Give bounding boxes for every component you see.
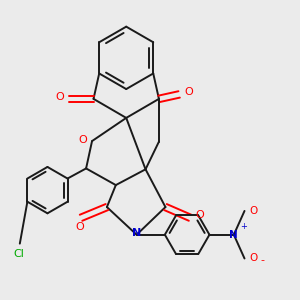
Text: N: N <box>230 230 238 240</box>
Text: O: O <box>249 206 258 216</box>
Text: O: O <box>195 210 204 220</box>
Text: O: O <box>79 135 88 145</box>
Text: O: O <box>249 254 258 263</box>
Text: N: N <box>132 228 141 238</box>
Text: Cl: Cl <box>13 249 24 259</box>
Text: O: O <box>75 222 84 232</box>
Text: O: O <box>55 92 64 101</box>
Text: -: - <box>261 255 265 265</box>
Text: O: O <box>184 87 193 97</box>
Text: +: + <box>240 222 247 231</box>
